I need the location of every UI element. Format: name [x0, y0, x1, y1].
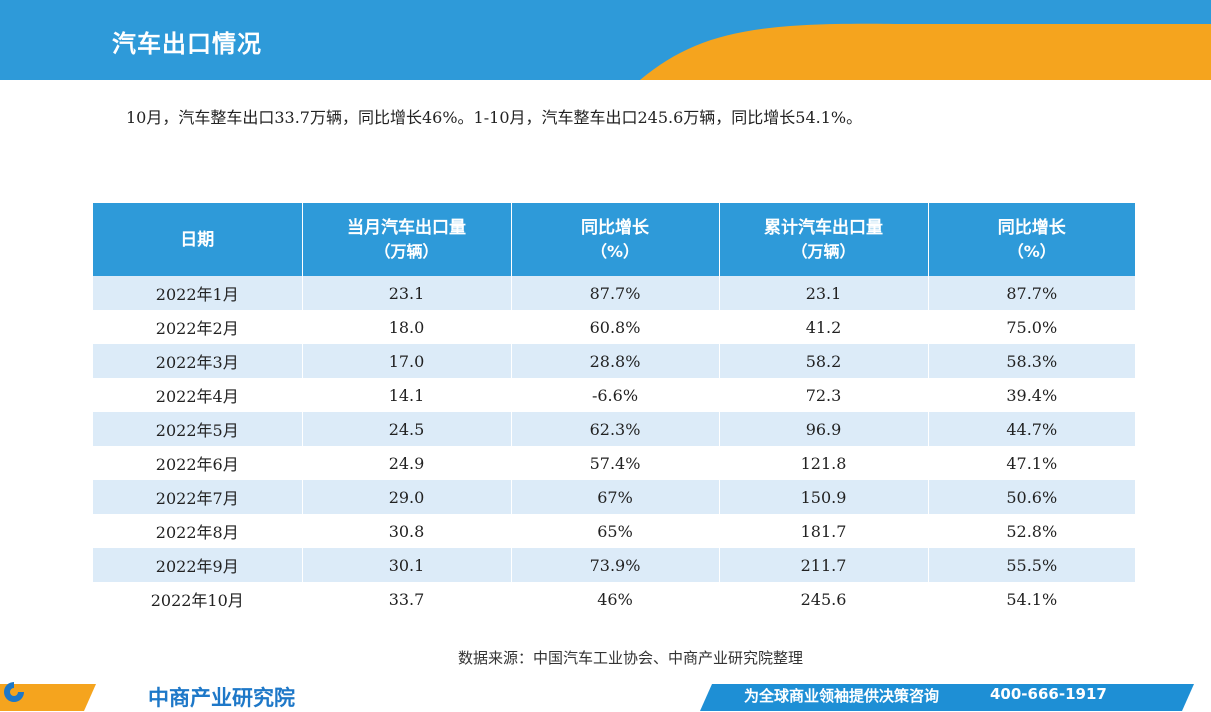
cell-monthly-growth: 46% — [511, 582, 720, 616]
cell-cumulative-export: 121.8 — [719, 446, 929, 480]
cell-cumulative-growth: 52.8% — [928, 514, 1135, 548]
cell-date: 2022年6月 — [93, 446, 303, 480]
cell-cumulative-export: 211.7 — [719, 548, 929, 582]
cell-monthly-growth: 62.3% — [511, 412, 720, 446]
table-row: 2022年2月 18.0 60.8% 41.2 75.0% — [93, 310, 1135, 344]
table-row: 2022年7月 29.0 67% 150.9 50.6% — [93, 480, 1135, 514]
cell-date: 2022年10月 — [93, 582, 303, 616]
export-table: 日期 当月汽车出口量 （万辆） 同比增长 （%） 累计汽车出口量 （万辆） 同比… — [93, 203, 1135, 616]
table-row: 2022年3月 17.0 28.8% 58.2 58.3% — [93, 344, 1135, 378]
header-label: 同比增长 — [581, 217, 649, 238]
header-monthly-export: 当月汽车出口量 （万辆） — [302, 203, 512, 276]
cell-monthly-export: 14.1 — [302, 378, 512, 412]
header-label: 日期 — [180, 229, 215, 250]
cell-monthly-growth: 87.7% — [511, 276, 720, 310]
cell-monthly-export: 17.0 — [302, 344, 512, 378]
header-cumulative-export: 累计汽车出口量 （万辆） — [719, 203, 929, 276]
cell-cumulative-growth: 39.4% — [928, 378, 1135, 412]
footer-phone: 400-666-1917 — [990, 685, 1107, 703]
page-title: 汽车出口情况 — [112, 30, 262, 58]
footer-brand-name: 中商产业研究院 — [148, 686, 295, 710]
cell-cumulative-growth: 55.5% — [928, 548, 1135, 582]
header-label: 累计汽车出口量 — [764, 217, 883, 238]
cell-cumulative-growth: 47.1% — [928, 446, 1135, 480]
footer-slogan: 为全球商业领袖提供决策咨询 — [744, 687, 940, 705]
table-row: 2022年6月 24.9 57.4% 121.8 47.1% — [93, 446, 1135, 480]
cell-monthly-export: 18.0 — [302, 310, 512, 344]
data-source: 数据来源：中国汽车工业协会、中商产业研究院整理 — [0, 647, 1211, 668]
cell-cumulative-export: 150.9 — [719, 480, 929, 514]
table-row: 2022年4月 14.1 -6.6% 72.3 39.4% — [93, 378, 1135, 412]
cell-cumulative-growth: 87.7% — [928, 276, 1135, 310]
header-unit: （万辆） — [791, 241, 856, 261]
header-background — [0, 0, 1211, 80]
footer-background — [0, 684, 1194, 711]
data-source-text: 数据来源：中国汽车工业协会、中商产业研究院整理 — [457, 649, 803, 667]
footer-band: 中商产业研究院 为全球商业领袖提供决策咨询 400-666-1917 — [0, 680, 1211, 711]
brand-logo-icon — [4, 682, 26, 702]
cell-date: 2022年1月 — [93, 276, 303, 310]
cell-date: 2022年9月 — [93, 548, 303, 582]
cell-monthly-growth: 67% — [511, 480, 720, 514]
cell-date: 2022年8月 — [93, 514, 303, 548]
cell-cumulative-export: 58.2 — [719, 344, 929, 378]
cell-monthly-export: 30.8 — [302, 514, 512, 548]
cell-monthly-growth: 73.9% — [511, 548, 720, 582]
cell-date: 2022年3月 — [93, 344, 303, 378]
header-unit: （%） — [1007, 241, 1056, 261]
table-row: 2022年5月 24.5 62.3% 96.9 44.7% — [93, 412, 1135, 446]
header-label: 同比增长 — [997, 217, 1066, 238]
cell-cumulative-growth: 50.6% — [928, 480, 1135, 514]
header-unit: （%） — [590, 241, 640, 261]
cell-cumulative-growth: 58.3% — [928, 344, 1135, 378]
cell-date: 2022年7月 — [93, 480, 303, 514]
cell-date: 2022年5月 — [93, 412, 303, 446]
header-date: 日期 — [93, 203, 303, 276]
cell-monthly-export: 30.1 — [302, 548, 512, 582]
cell-date: 2022年2月 — [93, 310, 303, 344]
cell-monthly-export: 33.7 — [302, 582, 512, 616]
cell-monthly-growth: 28.8% — [511, 344, 720, 378]
table-row: 2022年1月 23.1 87.7% 23.1 87.7% — [93, 276, 1135, 310]
cell-monthly-growth: 60.8% — [511, 310, 720, 344]
cell-monthly-growth: -6.6% — [511, 378, 720, 412]
cell-monthly-growth: 65% — [511, 514, 720, 548]
cell-cumulative-export: 41.2 — [719, 310, 929, 344]
table-row: 2022年8月 30.8 65% 181.7 52.8% — [93, 514, 1135, 548]
header-unit: （万辆） — [374, 241, 439, 261]
cell-monthly-export: 24.5 — [302, 412, 512, 446]
cell-cumulative-growth: 54.1% — [928, 582, 1135, 616]
cell-cumulative-export: 23.1 — [719, 276, 929, 310]
cell-cumulative-growth: 44.7% — [928, 412, 1135, 446]
header-cumulative-growth: 同比增长 （%） — [928, 203, 1135, 276]
cell-monthly-export: 29.0 — [302, 480, 512, 514]
table-row: 2022年9月 30.1 73.9% 211.7 55.5% — [93, 548, 1135, 582]
table-row: 2022年10月 33.7 46% 245.6 54.1% — [93, 582, 1135, 616]
table-body: 2022年1月 23.1 87.7% 23.1 87.7% 2022年2月 18.0 60.8… — [93, 276, 1135, 616]
cell-cumulative-export: 245.6 — [719, 582, 929, 616]
header-label: 当月汽车出口量 — [347, 217, 466, 238]
header-band: 汽车出口情况 — [0, 0, 1211, 80]
cell-cumulative-export: 72.3 — [719, 378, 929, 412]
cell-cumulative-export: 96.9 — [719, 412, 929, 446]
cell-monthly-export: 23.1 — [302, 276, 512, 310]
summary-text: 10月，汽车整车出口33.7万辆，同比增长46%。1-10月，汽车整车出口245… — [126, 108, 863, 127]
cell-cumulative-export: 181.7 — [719, 514, 929, 548]
cell-cumulative-growth: 75.0% — [928, 310, 1135, 344]
header-monthly-growth: 同比增长 （%） — [511, 203, 720, 276]
cell-monthly-export: 24.9 — [302, 446, 512, 480]
cell-monthly-growth: 57.4% — [511, 446, 720, 480]
table-header-row: 日期 当月汽车出口量 （万辆） 同比增长 （%） 累计汽车出口量 （万辆） 同比… — [93, 203, 1135, 276]
cell-date: 2022年4月 — [93, 378, 303, 412]
